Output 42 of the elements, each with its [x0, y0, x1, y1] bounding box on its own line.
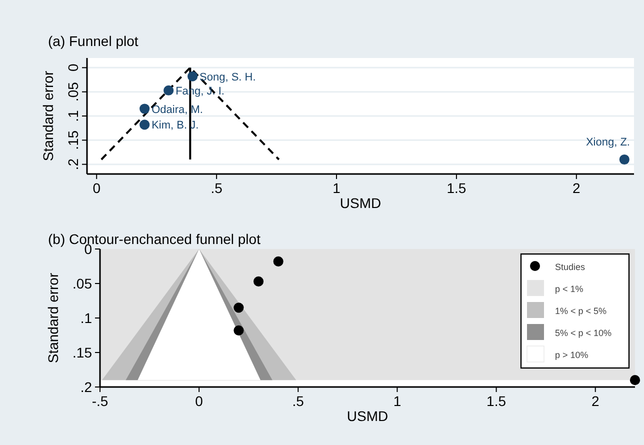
point: [234, 302, 244, 313]
chart-title: (a) Funnel plot: [48, 33, 138, 49]
y-tick-label: .1: [80, 310, 92, 326]
annotation: Song, S. H.: [200, 71, 256, 84]
x-axis-title: USMD: [346, 408, 388, 424]
x-tick-label: 0: [195, 393, 204, 409]
y-tick-label: .05: [72, 276, 92, 292]
legend-label: Studies: [555, 262, 586, 272]
x-tick-label: -.5: [92, 393, 108, 409]
y-axis-title: Standard error: [45, 272, 61, 364]
x-tick-label: 1: [393, 393, 402, 409]
legend-label: p > 10%: [555, 350, 588, 360]
x-axis-title: USMD: [340, 195, 382, 211]
y-tick-label: .15: [72, 344, 92, 360]
x-tick-label: 1: [332, 180, 341, 196]
y-tick-label: .15: [65, 130, 81, 150]
annotation: Odaira, M.: [152, 104, 203, 116]
x-tick-label: 2: [591, 393, 600, 409]
x-tick-label: 1.5: [486, 393, 506, 409]
y-tick-label: .05: [65, 82, 81, 102]
point: [140, 120, 150, 130]
x-tick-label: .5: [210, 180, 223, 196]
point: [188, 71, 198, 82]
point: [164, 85, 174, 96]
y-tick-label: .1: [65, 110, 81, 122]
point: [140, 104, 150, 114]
point: [630, 375, 640, 386]
band-label: p < 1%: [555, 284, 584, 294]
legend-label: 5% < p < 10%: [555, 328, 612, 338]
x-tick-label: .5: [292, 393, 304, 409]
y-tick-label: .2: [65, 158, 81, 170]
y-axis-title: Standard error: [40, 70, 56, 162]
point: [253, 276, 264, 286]
y-tick-label: 0: [65, 64, 81, 72]
x-tick-label: 2: [572, 180, 581, 196]
x-tick-label: 1.5: [446, 180, 466, 196]
point: [619, 154, 630, 165]
y-tick-label: .2: [80, 379, 92, 395]
annotation: Xiong, Z.: [586, 136, 630, 148]
point: [234, 325, 244, 336]
point: [273, 256, 284, 266]
legend-label: 1% < p < 5%: [555, 306, 607, 316]
